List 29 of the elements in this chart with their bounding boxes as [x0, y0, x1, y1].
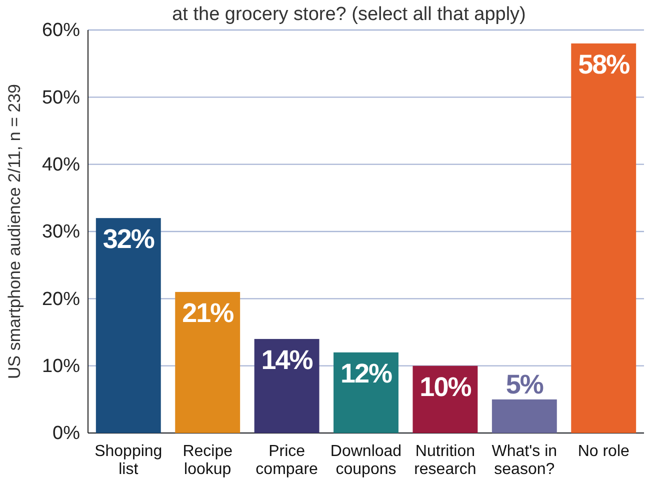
data-label: 12%: [340, 358, 393, 388]
data-label: 10%: [420, 372, 472, 402]
y-axis-title: US smartphone audience 2/11, n = 239: [5, 84, 24, 380]
bar: [334, 352, 398, 433]
y-tick-label: 0%: [52, 423, 80, 444]
x-tick-label: What's in season?: [492, 442, 558, 478]
y-tick-label: 20%: [42, 288, 80, 310]
data-label: 21%: [182, 298, 234, 328]
y-tick-label: 30%: [42, 222, 80, 243]
bar: [96, 218, 161, 433]
x-tick-label: Download coupons: [330, 442, 402, 478]
data-label: 58%: [578, 49, 630, 80]
bar: [492, 399, 557, 433]
y-tick-label: 60%: [42, 20, 80, 42]
x-tick-label: Shopping list: [94, 442, 162, 478]
data-label: 5%: [506, 369, 544, 400]
data-label: 14%: [261, 344, 314, 375]
y-tick-label: 10%: [42, 356, 80, 377]
data-label: 32%: [102, 224, 155, 254]
y-tick-label: 40%: [42, 154, 80, 176]
x-tick-label: Price compare: [256, 442, 318, 478]
x-tick-label: Nutrition research: [414, 442, 476, 478]
y-tick-label: 50%: [42, 87, 80, 108]
bar: [175, 292, 240, 433]
bar: [571, 43, 636, 433]
chart-title: at the grocery store? (select all that apply): [172, 4, 526, 25]
x-tick-label: No role: [578, 442, 630, 460]
x-tick-label: Recipe lookup: [182, 442, 233, 478]
bar: [254, 338, 320, 433]
